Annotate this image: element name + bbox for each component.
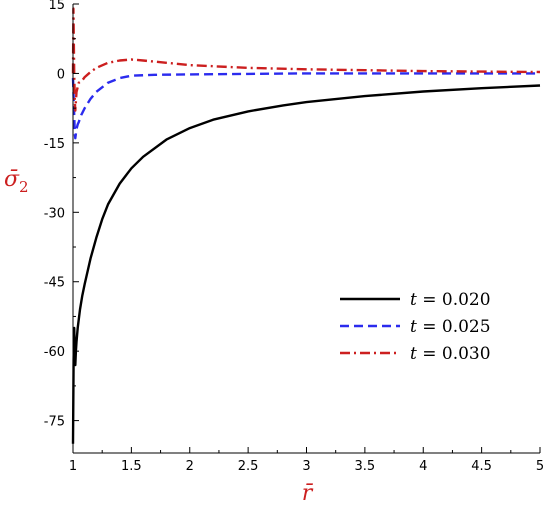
x-tick-label: 3.5 — [355, 459, 376, 474]
x-tick-label: 4 — [419, 459, 427, 474]
x-tick-label: 2 — [186, 459, 194, 474]
y-axis-title-main: σ̄ — [4, 167, 20, 192]
x-tick-label: 2.5 — [238, 459, 259, 474]
series-layer — [71, 7, 541, 444]
y-tick-label: -75 — [44, 415, 65, 430]
legend-label-variable: t — [410, 290, 417, 310]
legend-label-value: = 0.020 — [417, 290, 491, 310]
x-tick-label: 1 — [69, 459, 77, 474]
x-tick-label: 4.5 — [471, 459, 492, 474]
x-tick-label: 3 — [302, 459, 310, 474]
x-tick-label: 1.5 — [121, 459, 142, 474]
y-axis-title-subscript: 2 — [19, 178, 29, 196]
legend-label-1: t = 0.020 — [410, 290, 491, 310]
legend-label-2: t = 0.025 — [410, 317, 491, 337]
y-tick-label: -30 — [44, 206, 65, 221]
series-line-1 — [71, 84, 541, 444]
y-tick-label: 0 — [57, 67, 65, 82]
x-axis-title: r̄ — [302, 481, 314, 506]
legend-label-3: t = 0.030 — [410, 344, 491, 364]
y-tick-label: -60 — [44, 345, 65, 360]
axes-layer: 1 1.5 2 2.5 3 3.5 4 4.5 5 15 0 -15 -30 -45 -60 -75 — [44, 0, 544, 474]
legend-label-value: = 0.030 — [417, 344, 491, 364]
y-tick-label: -45 — [44, 276, 65, 291]
y-tick-label: -15 — [44, 137, 65, 152]
y-axis-title: σ̄2 — [4, 167, 29, 196]
legend-label-variable: t — [410, 317, 417, 337]
y-tick-label: 15 — [48, 0, 65, 13]
legend-label-variable: t — [410, 344, 417, 364]
series-line-3 — [71, 7, 541, 112]
x-tick-label: 5 — [536, 459, 544, 474]
series-line-2 — [71, 72, 540, 140]
legend-label-value: = 0.025 — [417, 317, 491, 337]
